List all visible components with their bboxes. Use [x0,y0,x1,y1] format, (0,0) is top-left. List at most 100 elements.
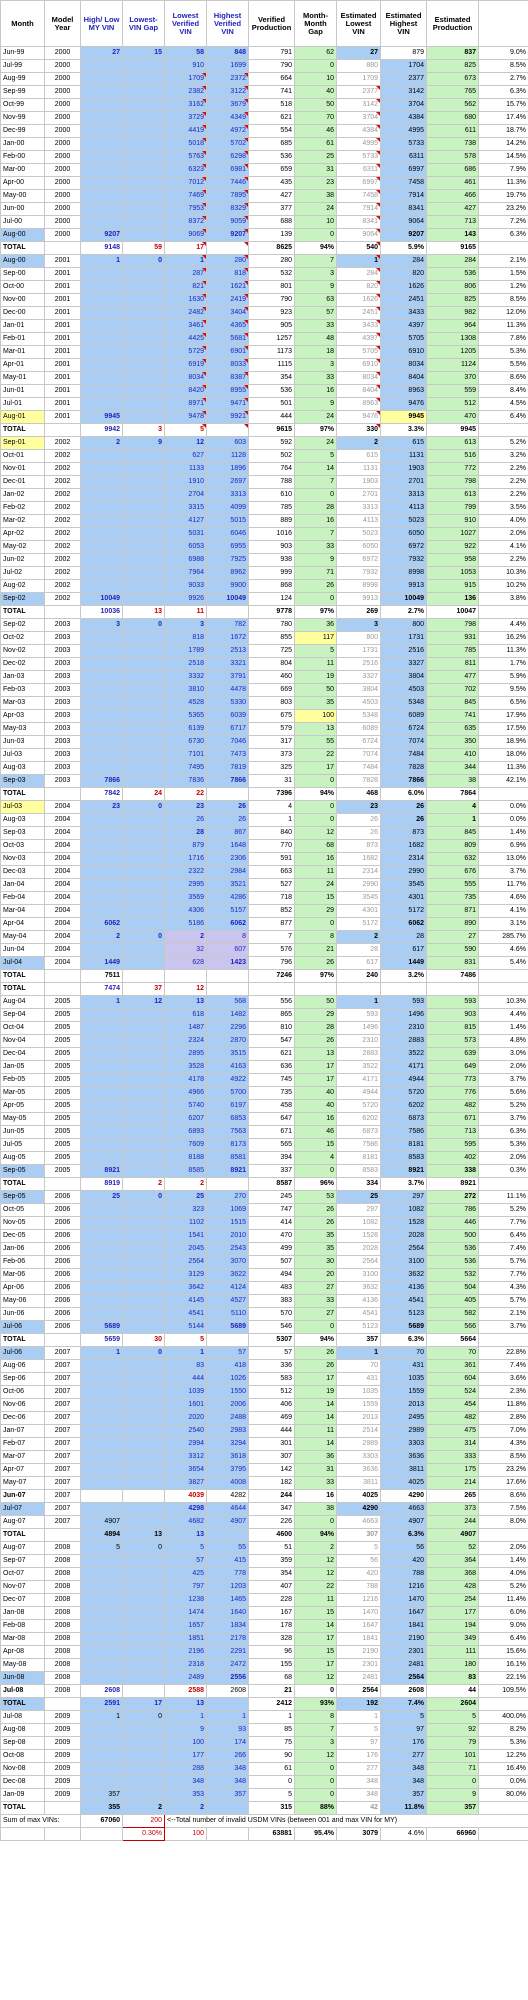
cell: 2 [80,930,123,944]
cell [122,917,165,931]
cell [44,982,81,996]
cell [122,293,165,307]
cell: 2008 [44,1567,81,1581]
cell: 2005 [44,1086,81,1100]
cell [122,1125,165,1139]
table-row: Nov-08 2009 288 348 61 0 277 348 71 16.4% [0,1762,528,1776]
cell: 615 [380,436,427,450]
cell: 5348 [380,696,427,710]
cell: 688 [248,215,295,229]
cell: 2990 [380,865,427,879]
cell: 12 [164,982,207,996]
cell: 38 [294,1502,337,1516]
cell: 415 [206,1554,249,1568]
cell: 5348 [336,709,381,723]
table-row: Jun-99 2000 27 15 58 848 791 62 27 879 837 9.0% [0,46,528,60]
cell: 593 [426,995,479,1009]
cell: 1515 [206,1216,249,1230]
header-highest-verified-vin[interactable]: Highest Verified VIN [206,0,249,47]
table-row: Sep-05 2005 8921 8585 8921 337 0 8583 8921 338 0.3… [0,1164,528,1178]
cell: 26 [294,1034,337,1048]
header-model-year[interactable]: Model Year [44,0,81,47]
table-row: Jul-08 2008 2608 2588 2608 21 0 2564 2608 44 109.5… [0,1684,528,1698]
cell [80,1268,123,1282]
cell: 7.4% [478,1242,528,1256]
cell: 1841 [336,1632,381,1646]
cell: 1647 [380,1606,427,1620]
cell: 4972 [206,124,249,138]
cell: 192 [336,1697,381,1711]
cell: 17 [294,1372,337,1386]
cell: 427 [248,189,295,203]
cell [122,722,165,736]
footer-extra: 100 [164,1827,207,1841]
cell: 17.6% [478,1476,528,1490]
cell: 4136 [336,1294,381,1308]
cell: 14 [294,1619,337,1633]
cell: 466 [426,189,479,203]
cell: May-01 [0,371,45,385]
cell: May-00 [0,189,45,203]
cell: 845 [426,696,479,710]
footer-invalid: 200 [122,1814,165,1828]
cell: 124 [248,592,295,606]
cell: TOTAL [0,605,45,619]
cell: 3811 [380,1463,427,1477]
header-estimated-highest-vin[interactable]: Estimated Highest VIN [380,0,427,47]
cell: 5.7% [478,1255,528,1269]
header-high-low-vin[interactable]: High/ Low MY VIN [80,0,123,47]
cell: 982 [426,306,479,320]
header-estimated-production[interactable]: Estimated Production [426,0,479,47]
cell: 8998 [380,566,427,580]
cell [122,1385,165,1399]
cell [80,1047,123,1061]
header-estimated-lowest-vin[interactable]: Estimated Lowest VIN [336,0,381,47]
header-month-gap[interactable]: Month-Month Gap [294,0,337,47]
cell: 7.8% [478,332,528,346]
cell: 680 [426,111,479,125]
cell: 328 [248,1632,295,1646]
header-verified-production[interactable]: Verified Production [248,0,295,47]
cell: 70 [336,1359,381,1373]
cell [122,124,165,138]
cell [478,423,528,437]
cell: 2005 [44,1164,81,1178]
cell: 94% [294,787,337,801]
header-lowest-verified-vin[interactable]: Lowest Verified VIN [164,0,207,47]
cell: 0 [122,1346,165,1360]
cell: 25 [80,1190,123,1204]
cell: 2008 [44,1645,81,1659]
cell: 512 [426,397,479,411]
cell: 8387 [206,371,249,385]
cell: 28 [380,930,427,944]
cell [80,826,123,840]
cell: 3618 [206,1450,249,1464]
cell: 48 [294,332,337,346]
cell: 1.5% [478,267,528,281]
table-row: Oct-00 2001 821 1621 801 9 820 1626 806 1.2% [0,280,528,294]
cell: 2004 [44,852,81,866]
cell: 5.4% [478,956,528,970]
cell: 3791 [206,670,249,684]
cell: 245 [248,1190,295,1204]
header-lowest-vin-gap[interactable]: Lowest-VIN Gap [122,0,165,47]
cell: 3100 [380,1255,427,1269]
cell: 414 [248,1216,295,1230]
cell: 3528 [164,1060,207,1074]
cell [122,449,165,463]
table-row: Jul-06 2006 5689 5144 5689 546 0 5123 5689 566 3.7… [0,1320,528,1334]
cell: 1601 [164,1398,207,1412]
cell [206,1177,249,1191]
cell: 1308 [426,332,479,346]
footer-pct: 0.30% [122,1827,165,1841]
header-month[interactable]: Month [0,0,45,47]
cell: 420 [336,1567,381,1581]
cell: 11 [164,605,207,619]
cell: 2513 [206,644,249,658]
cell [206,969,249,983]
cell: 8625 [248,241,295,255]
cell: 1.4% [478,1021,528,1035]
cell [80,1567,123,1581]
header-percent[interactable] [478,0,528,47]
cell [206,605,249,619]
